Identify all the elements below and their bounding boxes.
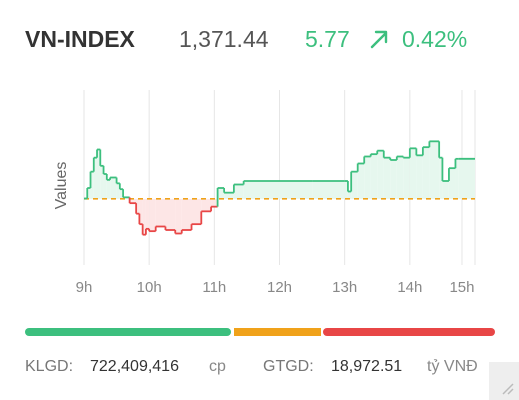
up-area	[442, 181, 449, 199]
up-area	[409, 148, 417, 199]
up-area	[344, 181, 348, 199]
down-area	[149, 198, 156, 232]
up-area	[370, 154, 378, 199]
down-area	[155, 198, 166, 227]
klgd-value: 722,409,416	[90, 358, 179, 375]
down-area	[145, 198, 150, 229]
up-area	[110, 177, 117, 199]
gtgd-value: 18,972.51	[331, 358, 403, 375]
up-area	[119, 189, 124, 199]
up-area	[416, 155, 423, 199]
up-area	[106, 179, 111, 199]
x-tick-label: 9h	[76, 279, 93, 296]
down-area	[175, 198, 182, 234]
x-tick-label: 10h	[137, 279, 162, 296]
intraday-chart[interactable]: Values 9h 10h 11h 12h 13h 14h 15h	[0, 80, 519, 305]
resize-handle[interactable]	[489, 362, 519, 400]
up-area	[90, 171, 94, 199]
klgd-unit: cp	[209, 358, 226, 375]
advancing-segment	[25, 328, 231, 336]
x-tick-label: 12h	[267, 279, 292, 296]
up-area	[224, 192, 234, 199]
down-area	[142, 198, 146, 235]
x-tick-label: 15h	[449, 279, 474, 296]
unchanged-segment	[234, 328, 321, 336]
up-area	[116, 183, 120, 199]
up-area	[100, 165, 104, 199]
down-area	[129, 198, 137, 204]
down-area	[165, 198, 176, 230]
declining-segment	[323, 328, 495, 336]
up-area	[429, 141, 440, 199]
up-area	[403, 157, 410, 199]
up-area	[377, 150, 384, 199]
gtgd-unit: tỷ VNĐ	[427, 358, 478, 375]
x-tick-label: 13h	[332, 279, 357, 296]
y-axis-label: Values	[53, 162, 70, 210]
down-area	[211, 198, 218, 207]
down-area	[139, 198, 143, 225]
resize-grip-icon	[502, 383, 514, 395]
up-area	[422, 147, 430, 199]
index-change: 5.77	[305, 26, 350, 52]
up-area	[93, 157, 98, 199]
klgd-label: KLGD:	[25, 358, 74, 375]
gtgd-label: GTGD:	[263, 358, 314, 375]
chart-area-fill	[84, 141, 475, 235]
up-area	[233, 184, 244, 199]
market-breadth-bar	[25, 328, 495, 336]
down-area	[136, 198, 140, 214]
down-area	[191, 198, 202, 225]
up-area	[455, 158, 459, 199]
x-tick-label: 14h	[397, 279, 422, 296]
up-area	[439, 157, 443, 199]
x-tick-label: 11h	[202, 279, 226, 296]
up-area	[390, 160, 397, 199]
up-area	[351, 171, 358, 199]
index-name: VN-INDEX	[25, 26, 135, 52]
up-area	[97, 149, 101, 199]
up-area	[312, 181, 345, 199]
up-area	[217, 188, 225, 199]
up-area	[458, 158, 475, 199]
up-area	[243, 181, 280, 199]
up-area	[103, 174, 107, 199]
up-area	[364, 156, 371, 199]
up-area	[383, 157, 391, 199]
down-area	[181, 198, 192, 230]
up-area	[357, 163, 365, 199]
arrow-up-right-icon	[370, 30, 388, 49]
index-header: VN-INDEX 1,371.44 5.77 0.42%	[25, 22, 509, 56]
up-area	[396, 156, 404, 199]
up-area	[279, 181, 313, 199]
up-area	[347, 191, 352, 199]
price-line	[84, 140, 475, 236]
down-area	[201, 198, 212, 212]
up-area	[87, 188, 91, 199]
up-area	[448, 168, 456, 199]
index-value: 1,371.44	[179, 26, 269, 52]
x-axis-ticks: 9h 10h 11h 12h 13h 14h 15h	[76, 279, 475, 296]
index-percent-change: 0.42%	[402, 26, 468, 52]
